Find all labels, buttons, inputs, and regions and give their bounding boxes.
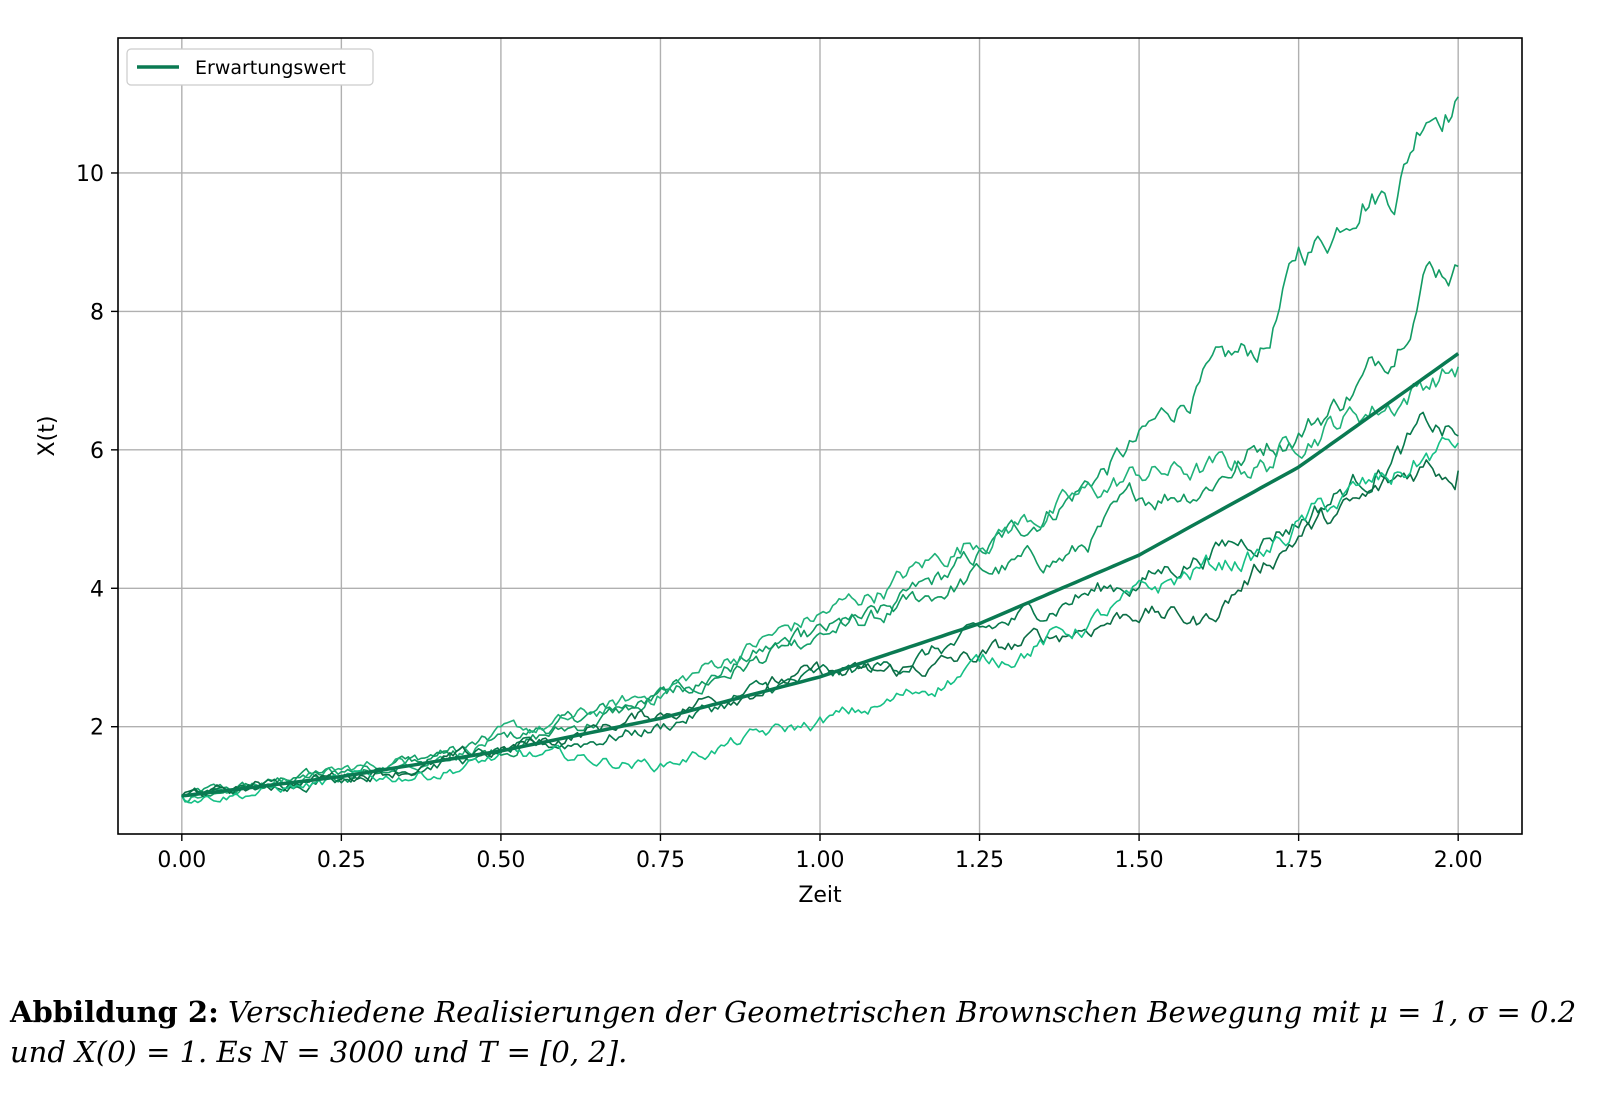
grid-lines <box>118 38 1522 834</box>
x-tick-label: 2.00 <box>1434 848 1483 873</box>
y-tick-label: 8 <box>90 300 104 325</box>
x-tick-label: 1.75 <box>1274 848 1323 873</box>
y-tick-label: 10 <box>76 162 104 187</box>
chart-figure: 0.00 0.25 0.50 0.75 1.00 1.25 1.50 1.75 2.00 2 4 6… <box>35 37 1523 908</box>
y-tick-label: 2 <box>90 716 104 741</box>
y-axis-label: X(t) <box>35 416 60 457</box>
expected-value-curve <box>181 352 1460 798</box>
caption-body: Verschiedene Realisierungen der Geometri… <box>10 995 1577 1069</box>
sample-path-6 <box>181 436 1459 804</box>
sample-path-3 <box>181 366 1459 803</box>
y-axis-ticks: 2 4 6 8 10 <box>76 162 118 741</box>
legend: Erwartungswert <box>126 48 374 86</box>
y-tick-label: 4 <box>90 577 104 602</box>
caption-lead: Abbildung 2: <box>10 995 219 1029</box>
x-tick-label: 0.75 <box>636 848 685 873</box>
x-tick-label: 1.50 <box>1115 848 1164 873</box>
x-tick-label: 0.25 <box>317 848 366 873</box>
sample-path-5 <box>181 459 1459 799</box>
y-tick-label: 6 <box>90 439 104 464</box>
x-tick-label: 0.50 <box>476 848 525 873</box>
x-axis-ticks: 0.00 0.25 0.50 0.75 1.00 1.25 1.50 1.75 2.00 <box>157 834 1483 873</box>
sample-paths <box>181 96 1459 804</box>
legend-box <box>126 48 374 86</box>
figure-caption: Abbildung 2: Verschiedene Realisierungen… <box>10 992 1600 1072</box>
x-tick-label: 1.00 <box>796 848 845 873</box>
x-tick-label: 1.25 <box>955 848 1004 873</box>
x-axis-label: Zeit <box>798 883 842 908</box>
expected-value-line <box>181 352 1460 798</box>
x-tick-label: 0.00 <box>157 848 206 873</box>
sample-path-2 <box>181 260 1459 803</box>
legend-label-expected: Erwartungswert <box>195 57 346 79</box>
sample-path-4 <box>181 411 1459 797</box>
